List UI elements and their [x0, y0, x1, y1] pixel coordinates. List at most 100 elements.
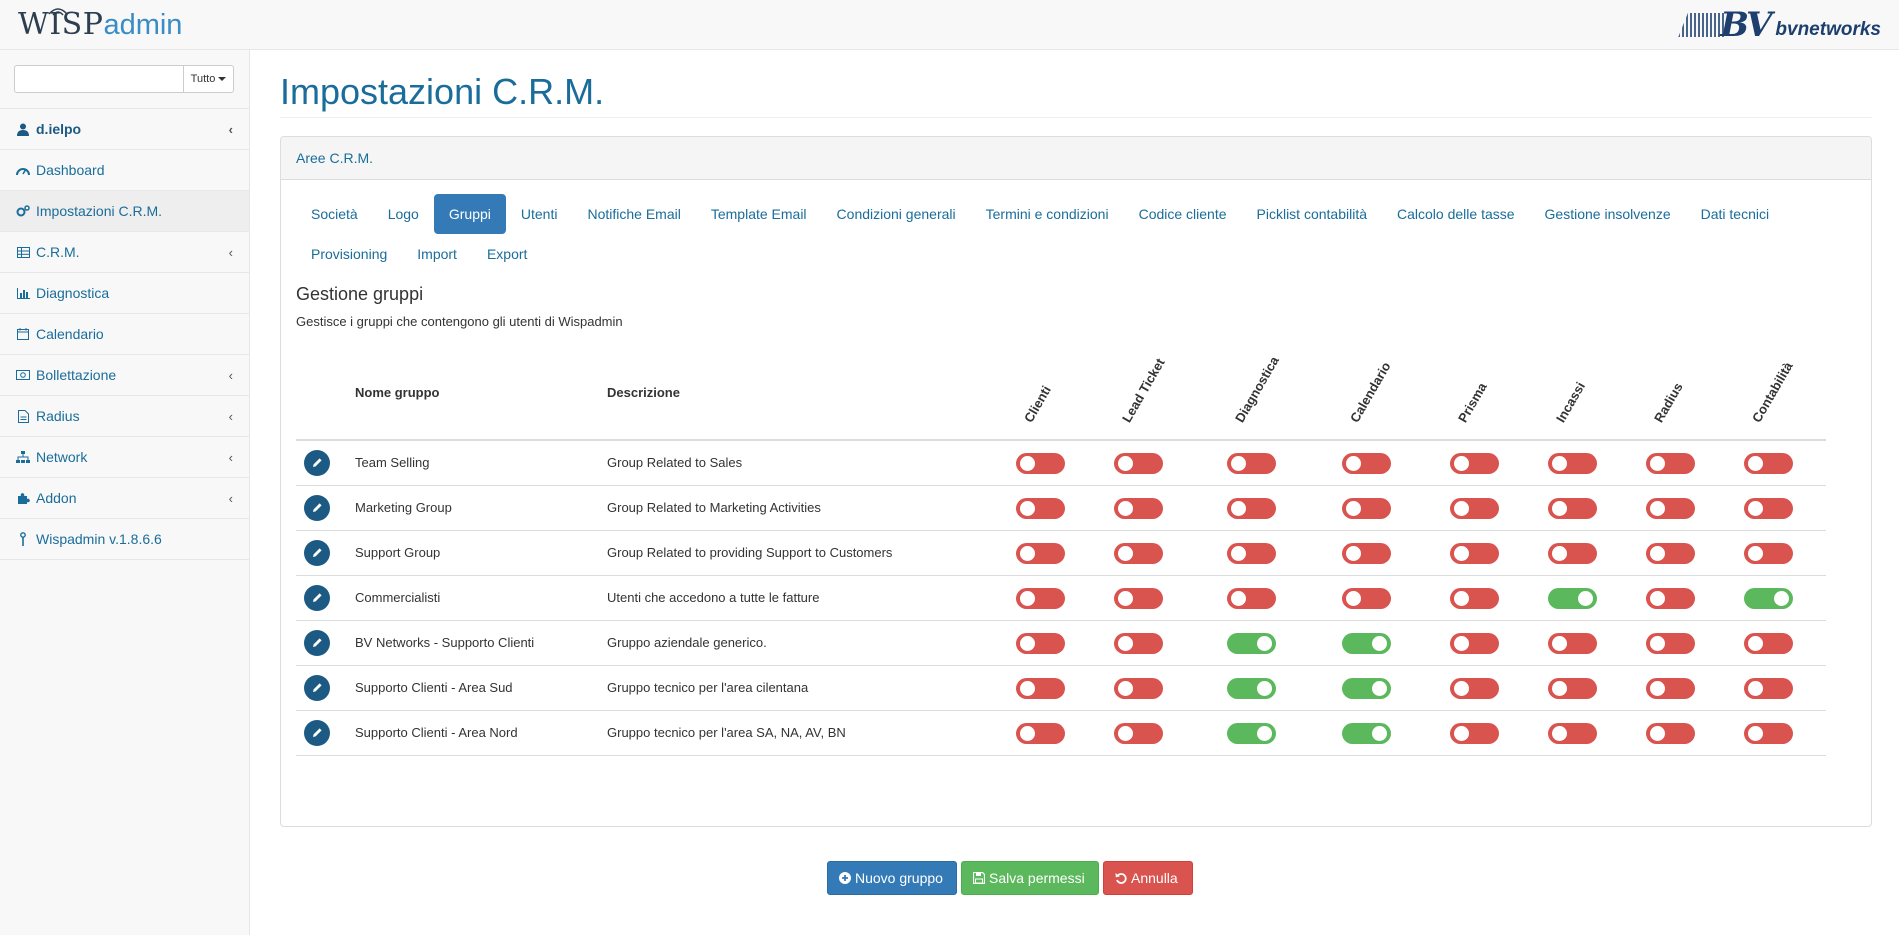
permission-toggle-diagnostica[interactable] [1227, 498, 1276, 519]
permission-toggle-prisma[interactable] [1450, 678, 1499, 699]
permission-toggle-radius[interactable] [1646, 498, 1695, 519]
edit-group-button[interactable] [304, 675, 330, 701]
sidebar-item-impostazioni-crm[interactable]: Impostazioni C.R.M. [0, 191, 249, 232]
search-filter-dropdown[interactable]: Tutto [184, 65, 234, 93]
tab-picklist-contabilita[interactable]: Picklist contabilità [1256, 206, 1368, 222]
permission-toggle-radius[interactable] [1646, 453, 1695, 474]
permission-toggle-incassi[interactable] [1548, 678, 1597, 699]
permission-toggle-contabilit-[interactable] [1744, 633, 1793, 654]
tab-calcolo-tasse[interactable]: Calcolo delle tasse [1397, 206, 1515, 222]
permission-toggle-diagnostica[interactable] [1227, 588, 1276, 609]
permission-toggle-lead-ticket[interactable] [1114, 543, 1163, 564]
tab-gestione-insolvenze[interactable]: Gestione insolvenze [1544, 206, 1671, 222]
permission-toggle-lead-ticket[interactable] [1114, 498, 1163, 519]
permission-toggle-prisma[interactable] [1450, 633, 1499, 654]
permission-toggle-prisma[interactable] [1450, 498, 1499, 519]
permission-toggle-incassi[interactable] [1548, 633, 1597, 654]
permission-toggle-diagnostica[interactable] [1227, 543, 1276, 564]
sidebar-item-radius[interactable]: Radius ‹ [0, 396, 249, 437]
tab-template-email[interactable]: Template Email [710, 206, 807, 222]
permission-toggle-contabilit-[interactable] [1744, 723, 1793, 744]
permission-toggle-radius[interactable] [1646, 678, 1695, 699]
sidebar-item-user[interactable]: d.ielpo ‹ [0, 109, 249, 150]
search-input[interactable] [14, 65, 184, 93]
permission-toggle-incassi[interactable] [1548, 588, 1597, 609]
sidebar-item-diagnostica[interactable]: Diagnostica [0, 273, 249, 314]
tab-utenti[interactable]: Utenti [520, 206, 558, 222]
tab-dati-tecnici[interactable]: Dati tecnici [1700, 206, 1770, 222]
sidebar-item-dashboard[interactable]: Dashboard [0, 150, 249, 191]
permission-toggle-calendario[interactable] [1342, 588, 1391, 609]
tab-provisioning[interactable]: Provisioning [311, 246, 388, 262]
permission-toggle-lead-ticket[interactable] [1114, 588, 1163, 609]
permission-toggle-contabilit-[interactable] [1744, 543, 1793, 564]
permission-toggle-clienti[interactable] [1016, 723, 1065, 744]
edit-group-button[interactable] [304, 450, 330, 476]
sidebar-item-crm[interactable]: C.R.M. ‹ [0, 232, 249, 273]
sidebar-item-network[interactable]: Network ‹ [0, 437, 249, 478]
permission-toggle-calendario[interactable] [1342, 723, 1391, 744]
tab-termini-condizioni[interactable]: Termini e condizioni [985, 206, 1109, 222]
toggle-knob [1454, 636, 1469, 651]
tab-condizioni-generali[interactable]: Condizioni generali [836, 206, 956, 222]
permission-toggle-prisma[interactable] [1450, 588, 1499, 609]
tab-notifiche-email[interactable]: Notifiche Email [587, 206, 681, 222]
permission-toggle-contabilit-[interactable] [1744, 453, 1793, 474]
sidebar-item-version[interactable]: Wispadmin v.1.8.6.6 [0, 519, 249, 560]
toggle-knob [1552, 456, 1567, 471]
permission-toggle-lead-ticket[interactable] [1114, 453, 1163, 474]
permission-toggle-prisma[interactable] [1450, 543, 1499, 564]
sidebar-item-bollettazione[interactable]: Bollettazione ‹ [0, 355, 249, 396]
tab-import[interactable]: Import [417, 246, 457, 262]
permission-toggle-incassi[interactable] [1548, 498, 1597, 519]
tab-societa[interactable]: Società [311, 206, 358, 222]
permission-toggle-incassi[interactable] [1548, 723, 1597, 744]
edit-group-button[interactable] [304, 720, 330, 746]
permission-toggle-calendario[interactable] [1342, 678, 1391, 699]
sidebar-item-calendario[interactable]: Calendario [0, 314, 249, 355]
edit-group-button[interactable] [304, 540, 330, 566]
permission-toggle-clienti[interactable] [1016, 453, 1065, 474]
permission-toggle-contabilit-[interactable] [1744, 588, 1793, 609]
permission-toggle-clienti[interactable] [1016, 633, 1065, 654]
toggle-knob [1346, 546, 1361, 561]
cancel-button[interactable]: Annulla [1103, 861, 1193, 895]
edit-group-button[interactable] [304, 585, 330, 611]
permission-toggle-diagnostica[interactable] [1227, 723, 1276, 744]
edit-group-button[interactable] [304, 495, 330, 521]
permission-toggle-calendario[interactable] [1342, 633, 1391, 654]
permission-toggle-radius[interactable] [1646, 543, 1695, 564]
permission-toggle-calendario[interactable] [1342, 498, 1391, 519]
permission-toggle-incassi[interactable] [1548, 543, 1597, 564]
permission-toggle-prisma[interactable] [1450, 453, 1499, 474]
permission-toggle-lead-ticket[interactable] [1114, 678, 1163, 699]
tab-logo[interactable]: Logo [387, 206, 419, 222]
permission-toggle-radius[interactable] [1646, 723, 1695, 744]
permission-toggle-radius[interactable] [1646, 633, 1695, 654]
permission-toggle-diagnostica[interactable] [1227, 453, 1276, 474]
permission-toggle-contabilit-[interactable] [1744, 498, 1793, 519]
save-permissions-button[interactable]: Salva permessi [961, 861, 1099, 895]
new-group-button[interactable]: Nuovo gruppo [827, 861, 957, 895]
permission-toggle-calendario[interactable] [1342, 543, 1391, 564]
permission-toggle-clienti[interactable] [1016, 588, 1065, 609]
sidebar-item-addon[interactable]: Addon ‹ [0, 478, 249, 519]
tab-gruppi[interactable]: Gruppi [433, 194, 506, 234]
tab-export[interactable]: Export [486, 246, 528, 262]
permission-toggle-contabilit-[interactable] [1744, 678, 1793, 699]
edit-group-button[interactable] [304, 630, 330, 656]
permission-toggle-lead-ticket[interactable] [1114, 723, 1163, 744]
permission-toggle-prisma[interactable] [1450, 723, 1499, 744]
permission-toggle-incassi[interactable] [1548, 453, 1597, 474]
permission-toggle-diagnostica[interactable] [1227, 678, 1276, 699]
permission-toggle-calendario[interactable] [1342, 453, 1391, 474]
tab-codice-cliente[interactable]: Codice cliente [1138, 206, 1227, 222]
permission-toggle-clienti[interactable] [1016, 678, 1065, 699]
column-header-permission: Contabilità [1749, 359, 1796, 425]
permission-toggle-lead-ticket[interactable] [1114, 633, 1163, 654]
wispadmin-logo[interactable]: WISP admin [18, 6, 182, 44]
permission-toggle-clienti[interactable] [1016, 498, 1065, 519]
permission-toggle-radius[interactable] [1646, 588, 1695, 609]
permission-toggle-diagnostica[interactable] [1227, 633, 1276, 654]
permission-toggle-clienti[interactable] [1016, 543, 1065, 564]
